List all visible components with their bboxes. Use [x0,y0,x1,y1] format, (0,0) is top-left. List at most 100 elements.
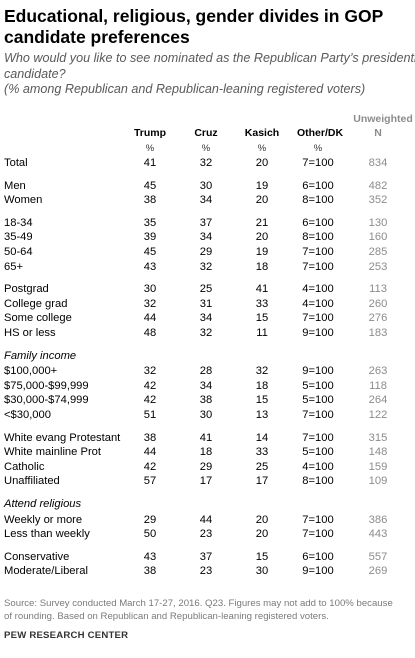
cell-other: 5=100 [302,379,334,392]
cell-cruz: 38 [199,394,213,407]
cell-other: 4=100 [302,297,334,310]
cell-trump: 43 [143,260,157,273]
section-heading: Family income [4,349,77,362]
table-row: White mainline Prot 44 18 33 5=100 148 [0,446,415,460]
cell-kasich: 41 [255,283,269,296]
col-header-kasich: Kasich [244,127,280,139]
cell-n: 834 [368,157,388,169]
cell-other: 6=100 [302,179,334,192]
cell-trump: 44 [143,446,157,459]
table-row: College grad 32 31 33 4=100 260 [0,298,415,312]
cell-n: 122 [368,409,388,421]
table-row: $30,000-$74,999 42 38 15 5=100 264 [0,394,415,408]
cell-other: 8=100 [302,231,334,244]
cell-n: 386 [368,513,388,526]
cell-other: 6=100 [302,550,334,563]
col-header-n: N [374,127,382,139]
cell-n: 482 [368,179,388,192]
cell-trump: 44 [143,312,157,325]
cell-other: 4=100 [302,460,334,473]
cell-other: 9=100 [302,565,334,578]
cell-other: 7=100 [302,528,334,541]
cell-other: 7=100 [302,312,334,325]
cell-other: 7=100 [302,409,334,421]
cell-trump: 45 [143,246,157,258]
cell-cruz: 32 [199,260,213,273]
title-line: candidate preferences [4,27,190,47]
cell-kasich: 20 [255,513,269,526]
cell-n: 276 [368,312,388,325]
cell-other: 5=100 [302,394,334,407]
table-row: Conservative 43 37 15 6=100 557 [0,551,415,565]
cell-kasich: 20 [255,194,269,207]
row-label: College grad [4,297,68,310]
chart-subtitle: Who would you like to see nominated as t… [4,51,415,98]
cell-other: 7=100 [302,513,334,526]
cell-cruz: 29 [199,460,213,473]
cell-cruz: 37 [199,216,213,229]
cell-trump: 38 [143,431,157,444]
table-row: White evang Protestant 38 41 14 7=100 315 [0,432,415,446]
cell-kasich: 11 [256,327,268,339]
row-label: Conservative [4,550,70,563]
footnote-line: Source: Survey conducted March 17-27, 20… [4,598,393,609]
cell-cruz: 34 [199,312,213,325]
cell-n: 264 [368,394,388,407]
row-label: 50-64 [4,246,33,258]
cell-other: 4=100 [302,283,334,296]
cell-kasich: 30 [255,565,269,578]
row-label: White mainline Prot [4,446,101,459]
cell-other: 8=100 [302,475,334,488]
cell-cruz: 34 [199,231,213,244]
cell-trump: 41 [143,157,157,169]
cell-kasich: 33 [255,297,269,310]
cell-other: 7=100 [302,157,334,169]
cell-n: 148 [368,446,388,459]
cell-cruz: 29 [199,246,213,258]
row-label: Men [4,179,26,192]
row-label: 65+ [4,260,23,273]
cell-trump: 35 [143,216,157,229]
table-row: Postgrad 30 25 41 4=100 113 [0,283,415,297]
cell-n: 352 [368,194,388,207]
section-heading: Attend religious [4,498,82,510]
cell-kasich: 18 [255,379,269,392]
brand-logo-text: PEW RESEARCH CENTER [4,630,129,641]
cell-kasich: 25 [255,460,269,473]
row-label: Weekly or more [4,513,83,526]
cell-n: 253 [368,260,388,273]
cell-trump: 39 [143,231,157,244]
cell-kasich: 20 [255,528,269,541]
title-line: Educational, religious, gender divides i… [4,6,384,26]
cell-cruz: 32 [199,327,213,339]
cell-trump: 42 [143,394,157,407]
table-row: Unaffiliated 57 17 17 8=100 109 [0,475,415,489]
cell-cruz: 23 [199,565,213,578]
cell-kasich: 20 [255,157,269,169]
row-label: White evang Protestant [4,431,121,444]
cell-trump: 51 [143,409,157,421]
cell-kasich: 19 [255,246,269,258]
cell-n: 315 [368,431,388,444]
table-row: Moderate/Liberal 38 23 30 9=100 269 [0,565,415,579]
pct-symbol: % [145,143,155,154]
table-row: $100,000+ 32 28 32 9=100 263 [0,365,415,379]
cell-trump: 50 [143,528,157,541]
table-row: $75,000-$99,999 42 34 18 5=100 118 [0,380,415,394]
table-row: 35-49 39 34 20 8=100 160 [0,231,415,245]
cell-n: 557 [368,550,388,563]
source-note: Source: Survey conducted March 17-27, 20… [4,597,414,623]
row-label: Women [4,194,43,207]
cell-other: 7=100 [302,260,334,273]
cell-n: 130 [368,216,388,229]
cell-other: 9=100 [302,365,334,378]
row-label: Moderate/Liberal [4,565,88,578]
subtitle-line: candidate? [4,66,66,81]
cell-kasich: 32 [255,365,269,378]
cell-kasich: 18 [255,260,269,273]
cell-kasich: 17 [255,475,269,488]
cell-cruz: 34 [199,379,213,392]
cell-cruz: 31 [199,297,213,310]
row-label: $30,000-$74,999 [4,394,89,407]
row-label: Less than weekly [4,528,90,541]
